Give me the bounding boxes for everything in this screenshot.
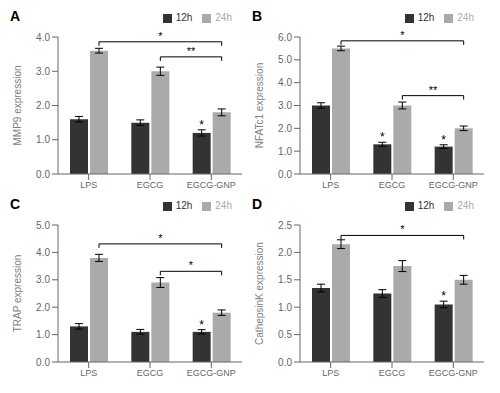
svg-text:2.5: 2.5 [278,220,292,231]
svg-text:NFATc1 expression: NFATc1 expression [254,63,265,148]
svg-text:*: * [199,118,204,132]
svg-text:EGCG-GNP: EGCG-GNP [187,368,236,378]
svg-text:3.0: 3.0 [278,100,292,111]
svg-text:1.0: 1.0 [278,146,292,157]
svg-text:EGCG-GNP: EGCG-GNP [187,180,236,190]
svg-text:*: * [400,223,405,235]
html-text:D: D [252,196,263,212]
svg-text:5.0: 5.0 [278,54,292,65]
svg-text:0.0: 0.0 [278,169,292,180]
svg-text:*: * [441,289,446,303]
svg-text:LPS: LPS [80,368,97,378]
svg-text:3.0: 3.0 [36,274,50,285]
svg-text:*: * [199,318,204,332]
svg-text:0.0: 0.0 [36,357,50,368]
svg-text:5.0: 5.0 [36,220,50,231]
html-text:24h: 24h [215,200,232,211]
html-text:24h: 24h [457,200,474,211]
svg-text:CathepsinK expression: CathepsinK expression [254,242,265,345]
svg-text:4.0: 4.0 [278,77,292,88]
svg-text:4.0: 4.0 [36,32,50,43]
svg-text:0.5: 0.5 [278,329,292,340]
svg-text:**: ** [187,45,196,57]
svg-text:0.0: 0.0 [36,169,50,180]
svg-text:3.0: 3.0 [36,66,50,77]
svg-text:6.0: 6.0 [278,32,292,43]
svg-text:0.0: 0.0 [278,357,292,368]
html-text:24h: 24h [215,12,232,23]
html-text:12h: 12h [175,200,193,211]
svg-text:EGCG-GNP: EGCG-GNP [429,180,478,190]
svg-text:1.0: 1.0 [278,302,292,313]
svg-text:2.0: 2.0 [36,100,50,111]
svg-text:MMP9 expression: MMP9 expression [12,65,23,145]
svg-text:*: * [380,130,385,144]
svg-text:2.0: 2.0 [278,123,292,134]
svg-text:LPS: LPS [80,180,97,190]
svg-text:*: * [158,30,163,42]
svg-text:LPS: LPS [322,180,339,190]
svg-text:LPS: LPS [322,368,339,378]
svg-text:1.5: 1.5 [278,274,292,285]
svg-text:2.0: 2.0 [278,247,292,258]
svg-text:EGCG-GNP: EGCG-GNP [429,368,478,378]
svg-text:4.0: 4.0 [36,247,50,258]
html-text:12h: 12h [417,12,435,23]
svg-text:*: * [189,259,194,271]
html-text:A: A [10,8,21,24]
html-text:B: B [252,8,263,24]
svg-text:EGCG: EGCG [137,180,164,190]
html-text:24h: 24h [457,12,474,23]
svg-text:EGCG: EGCG [379,180,406,190]
html-text:12h: 12h [417,200,435,211]
svg-text:EGCG: EGCG [379,368,406,378]
html-text:C: C [10,196,21,212]
svg-text:1.0: 1.0 [36,134,50,145]
html-text:12h: 12h [175,12,193,23]
svg-text:2.0: 2.0 [36,302,50,313]
svg-text:**: ** [429,84,438,96]
svg-text:*: * [441,133,446,147]
svg-text:*: * [158,232,163,244]
svg-text:EGCG: EGCG [137,368,164,378]
svg-text:TRAP expression: TRAP expression [12,255,23,333]
svg-text:*: * [400,29,405,41]
svg-text:1.0: 1.0 [36,329,50,340]
